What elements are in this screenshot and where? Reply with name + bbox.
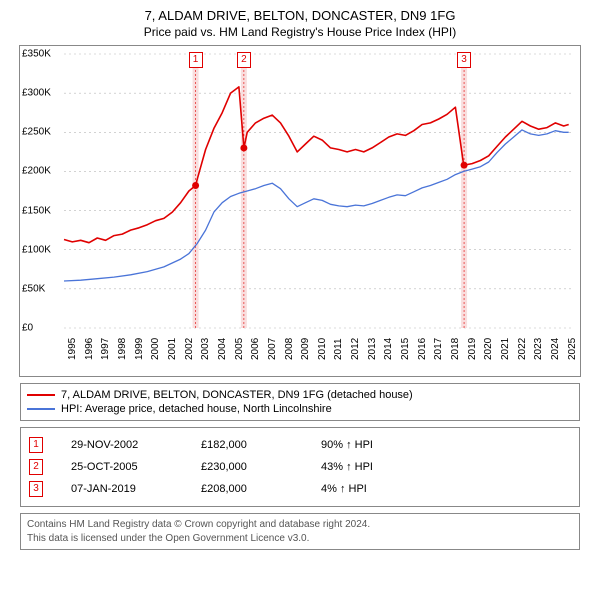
x-tick-label: 2020 xyxy=(483,338,497,360)
x-tick-label: 2013 xyxy=(367,338,381,360)
x-tick-label: 2001 xyxy=(167,338,181,360)
sale-pct: 43% ↑ HPI xyxy=(321,461,441,473)
x-tick-label: 2011 xyxy=(333,338,347,360)
sale-date: 29-NOV-2002 xyxy=(71,439,201,451)
sales-box: 1 29-NOV-2002£182,00090% ↑ HPI 2 25-OCT-200… xyxy=(20,427,580,507)
x-tick-label: 2017 xyxy=(433,338,447,360)
plot-area xyxy=(64,54,572,328)
x-tick-label: 2021 xyxy=(500,338,514,360)
x-tick-label: 2007 xyxy=(267,338,281,360)
sale-flag: 1 xyxy=(29,437,43,453)
x-tick-label: 2012 xyxy=(350,338,364,360)
x-tick-label: 2025 xyxy=(567,338,581,360)
sale-row: 2 25-OCT-2005£230,00043% ↑ HPI xyxy=(29,456,571,478)
y-tick-label: £100K xyxy=(22,244,51,255)
sale-price: £208,000 xyxy=(201,483,321,495)
x-tick-label: 2019 xyxy=(467,338,481,360)
legend-swatch xyxy=(27,408,55,410)
x-tick-label: 1998 xyxy=(117,338,131,360)
x-tick-label: 2006 xyxy=(250,338,264,360)
y-tick-label: £0 xyxy=(22,323,33,334)
x-tick-label: 2016 xyxy=(417,338,431,360)
y-tick-label: £150K xyxy=(22,205,51,216)
legend-swatch xyxy=(27,394,55,396)
footer-line-1: Contains HM Land Registry data © Crown c… xyxy=(27,518,573,532)
plot-svg xyxy=(64,54,572,328)
x-tick-label: 2002 xyxy=(184,338,198,360)
x-tick-label: 1995 xyxy=(67,338,81,360)
x-tick-label: 1999 xyxy=(134,338,148,360)
y-tick-label: £250K xyxy=(22,127,51,138)
x-tick-label: 2010 xyxy=(317,338,331,360)
chart-box: £0 £50K £100K £150K £200K £250K £300K £350K 199… xyxy=(19,45,581,377)
chart-subtitle: Price paid vs. HM Land Registry's House … xyxy=(10,25,590,39)
x-tick-label: 2024 xyxy=(550,338,564,360)
sale-pct: 4% ↑ HPI xyxy=(321,483,441,495)
x-tick-label: 2008 xyxy=(284,338,298,360)
x-tick-label: 2005 xyxy=(234,338,248,360)
legend-label: HPI: Average price, detached house, Nort… xyxy=(61,403,332,415)
chart-title: 7, ALDAM DRIVE, BELTON, DONCASTER, DN9 1… xyxy=(10,8,590,23)
x-tick-label: 2015 xyxy=(400,338,414,360)
y-tick-label: £200K xyxy=(22,166,51,177)
y-tick-label: £350K xyxy=(22,49,51,60)
footer-box: Contains HM Land Registry data © Crown c… xyxy=(20,513,580,550)
sale-price: £230,000 xyxy=(201,461,321,473)
x-tick-label: 2003 xyxy=(200,338,214,360)
page-container: 7, ALDAM DRIVE, BELTON, DONCASTER, DN9 1… xyxy=(0,0,600,560)
sale-flag: 3 xyxy=(29,481,43,497)
x-tick-label: 1996 xyxy=(84,338,98,360)
x-tick-label: 2023 xyxy=(533,338,547,360)
sale-price: £182,000 xyxy=(201,439,321,451)
legend-row: HPI: Average price, detached house, Nort… xyxy=(27,402,573,416)
legend-box: 7, ALDAM DRIVE, BELTON, DONCASTER, DN9 1… xyxy=(20,383,580,421)
x-tick-label: 2004 xyxy=(217,338,231,360)
sale-marker-flag: 2 xyxy=(237,52,251,68)
x-tick-label: 2018 xyxy=(450,338,464,360)
x-tick-label: 2000 xyxy=(150,338,164,360)
x-tick-label: 1997 xyxy=(100,338,114,360)
y-tick-label: £300K xyxy=(22,88,51,99)
sale-pct: 90% ↑ HPI xyxy=(321,439,441,451)
sale-date: 07-JAN-2019 xyxy=(71,483,201,495)
sale-date: 25-OCT-2005 xyxy=(71,461,201,473)
sale-row: 3 07-JAN-2019£208,0004% ↑ HPI xyxy=(29,478,571,500)
x-tick-label: 2022 xyxy=(517,338,531,360)
footer-line-2: This data is licensed under the Open Gov… xyxy=(27,532,573,546)
sale-row: 1 29-NOV-2002£182,00090% ↑ HPI xyxy=(29,434,571,456)
x-tick-label: 2009 xyxy=(300,338,314,360)
legend-row: 7, ALDAM DRIVE, BELTON, DONCASTER, DN9 1… xyxy=(27,388,573,402)
sale-marker-flag: 3 xyxy=(457,52,471,68)
sale-flag: 2 xyxy=(29,459,43,475)
x-tick-label: 2014 xyxy=(383,338,397,360)
sale-marker-flag: 1 xyxy=(189,52,203,68)
legend-label: 7, ALDAM DRIVE, BELTON, DONCASTER, DN9 1… xyxy=(61,389,413,401)
y-tick-label: £50K xyxy=(22,283,45,294)
